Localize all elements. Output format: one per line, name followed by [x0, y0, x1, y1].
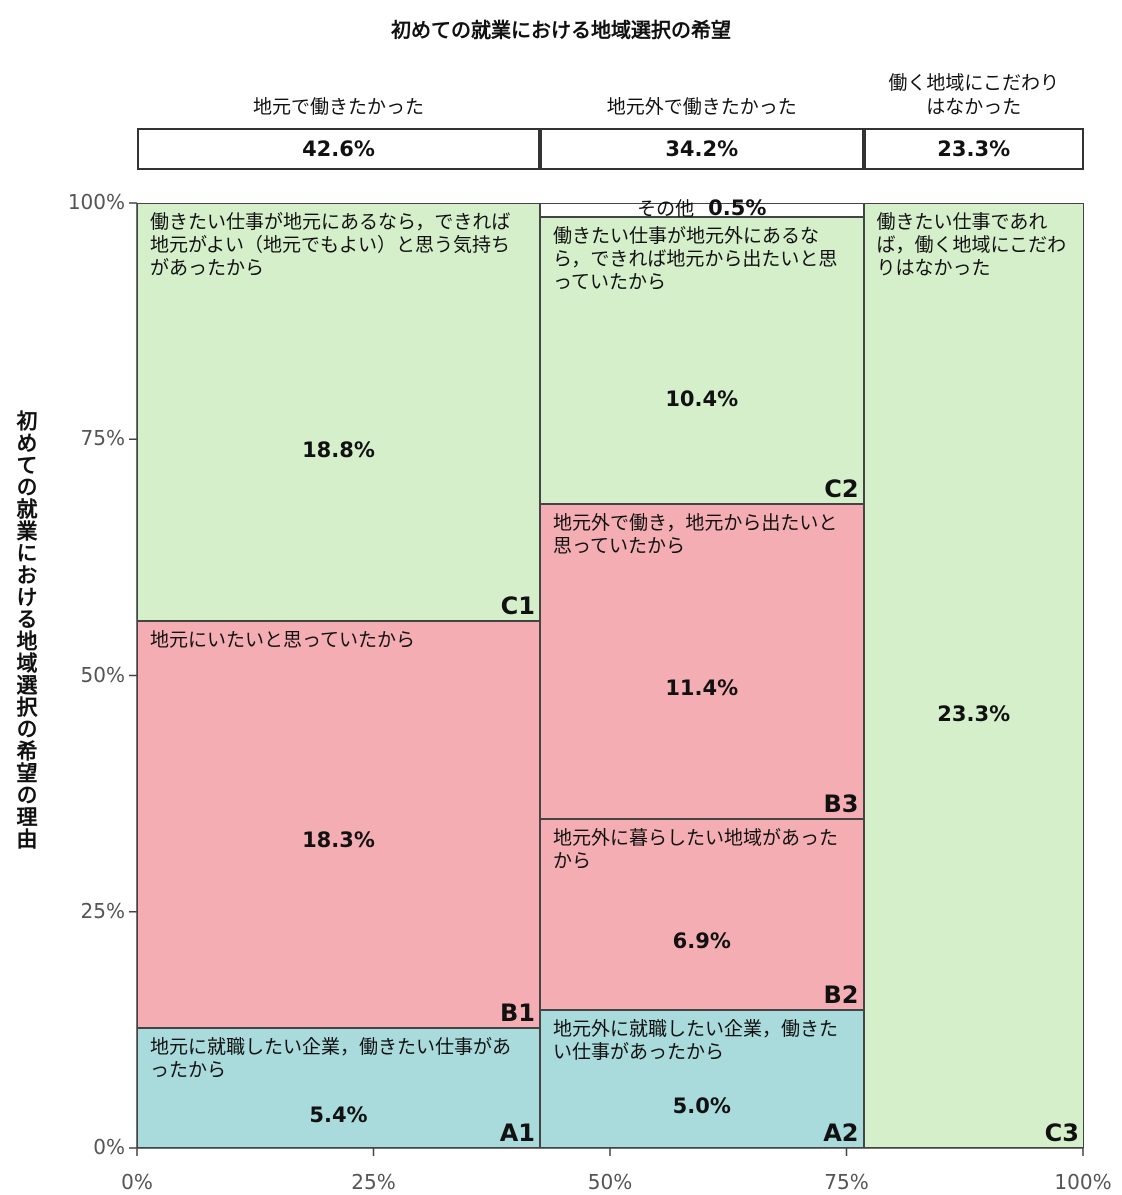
y-tick-label: 25%: [80, 898, 125, 923]
x-tick-label: 100%: [1054, 1170, 1112, 1194]
segment-label: 地元にいたいと思っていたから: [150, 629, 416, 652]
chart-title: 初めての就業における地域選択の希望: [391, 18, 731, 42]
segment-label: 地元外で働き，地元から出たいと思っていたから: [552, 512, 838, 558]
column-name: 地元外で働きたかった: [606, 96, 797, 119]
segment-value: 18.8%: [302, 438, 375, 463]
segment-label: 働きたい仕事が地元外にあるなら，できれば地元から出たいと思っていたから: [552, 224, 838, 294]
segment-code: A2: [823, 1118, 859, 1147]
segment-value: 6.9%: [672, 929, 731, 954]
y-tick-label: 50%: [80, 662, 125, 687]
segment-value: 0.5%: [708, 196, 767, 220]
segment-label: 地元に就職したい企業，働きたい仕事があったから: [150, 1035, 512, 1082]
segment: 働きたい仕事であれば，働く地域にこだわりはなかった 23.3% C3: [863, 203, 1084, 1148]
segment: その他 0.5%: [539, 196, 864, 220]
y-tick-label: 100%: [67, 190, 125, 214]
x-tick-label: 50%: [587, 1170, 633, 1194]
segment-code: C1: [500, 592, 535, 621]
segment-inline: その他 0.5%: [541, 194, 863, 221]
segment-label: 働きたい仕事であれば，働く地域にこだわりはなかった: [876, 211, 1067, 280]
y-tick-label: 0%: [93, 1135, 125, 1159]
segment-value: 11.4%: [665, 676, 739, 701]
segment-code: B1: [499, 998, 535, 1027]
column-name: 地元で働きたかった: [252, 96, 424, 119]
segment-value: 5.4%: [309, 1102, 368, 1127]
x-tick-label: 75%: [824, 1170, 869, 1194]
segment: 働きたい仕事が地元外にあるなら，できれば地元から出たいと思っていたから 10.4%…: [539, 216, 864, 505]
segment-code: C2: [824, 475, 859, 504]
column-share: 42.6%: [137, 128, 540, 170]
segment-code: C3: [1044, 1119, 1079, 1147]
segment-code: B2: [823, 980, 859, 1009]
segment-value: 18.3%: [302, 827, 375, 852]
segment-code: B3: [823, 790, 859, 819]
segment: 地元にいたいと思っていたから 18.3% B1: [137, 621, 540, 1028]
segment: 働きたい仕事が地元にあるなら，できれば地元がよい（地元でもよい）と思う気持ちがあ…: [137, 203, 540, 622]
segment-label: その他: [637, 198, 695, 220]
segment-label: 地元外に暮らしたい地域があったから: [552, 827, 838, 873]
segment: 地元外で働き，地元から出たいと思っていたから 11.4% B3: [539, 504, 864, 820]
segment: 地元に就職したい企業，働きたい仕事があったから 5.4% A1: [137, 1027, 540, 1148]
y-axis-label: 初めての就業における地域選択の希望の理由: [14, 410, 38, 850]
y-tick-label: 75%: [80, 426, 125, 451]
segment-value: 10.4%: [665, 386, 739, 411]
x-tick-label: 0%: [121, 1170, 153, 1194]
column-share: 23.3%: [863, 128, 1084, 170]
segment-value: 23.3%: [937, 701, 1011, 726]
column-name: 働く地域にこだわりはなかった: [888, 71, 1060, 119]
segment-code: A1: [499, 1118, 535, 1147]
segment-label: 働きたい仕事が地元にあるなら，できれば地元がよい（地元でもよい）と思う気持ちがあ…: [150, 211, 511, 280]
column-share: 34.2%: [539, 128, 864, 170]
segment-value: 5.0%: [672, 1093, 731, 1118]
segment: 地元外に就職したい企業，働きたい仕事があったから 5.0% A2: [539, 1009, 864, 1148]
x-tick-label: 25%: [351, 1170, 396, 1194]
segment-label: 地元外に就職したい企業，働きたい仕事があったから: [552, 1017, 838, 1063]
segment: 地元外に暮らしたい地域があったから 6.9% B2: [539, 819, 864, 1010]
